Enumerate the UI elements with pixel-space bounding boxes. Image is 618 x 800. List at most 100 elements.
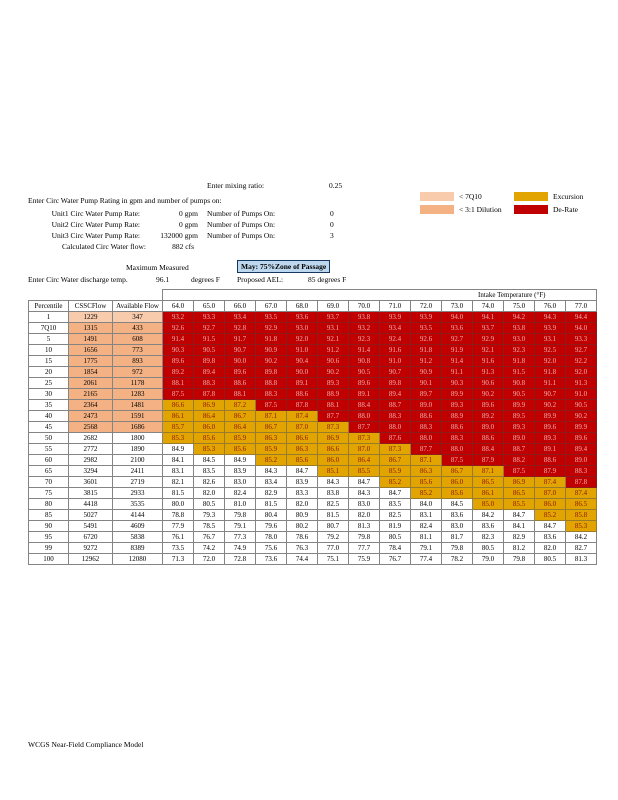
mixed-temp-cell[interactable]: 89.8 [255,366,287,378]
mixed-temp-cell[interactable]: 82.3 [472,531,504,543]
mixed-temp-cell[interactable]: 72.0 [193,553,225,565]
available-flow-cell[interactable]: 2411 [112,465,163,477]
column-header-temp[interactable]: 67.0 [255,300,287,312]
mixed-temp-cell[interactable]: 87.5 [162,388,194,400]
mixed-temp-cell[interactable]: 83.6 [472,520,504,532]
mixed-temp-cell[interactable]: 89.9 [503,399,535,411]
mixed-temp-cell[interactable]: 82.0 [534,542,566,554]
csscflow-cell[interactable]: 9272 [68,542,113,554]
unit2-pumps-value[interactable]: 0 [330,220,334,229]
mixed-temp-cell[interactable]: 81.5 [317,509,349,521]
mixed-temp-cell[interactable]: 82.0 [193,487,225,499]
mixed-temp-cell[interactable]: 74.2 [193,542,225,554]
mixed-temp-cell[interactable]: 88.8 [255,377,287,389]
mixed-temp-cell[interactable]: 90.0 [224,355,256,367]
column-header-temp[interactable]: 70.0 [348,300,380,312]
mixed-temp-cell[interactable]: 86.1 [472,487,504,499]
unit2-rate-value[interactable]: 0 gpm [179,220,198,229]
mixed-temp-cell[interactable]: 89.1 [534,443,566,455]
mixed-temp-cell[interactable]: 92.0 [286,333,318,345]
column-header-csscflow[interactable]: CSSCFlow [68,300,113,312]
mixed-temp-cell[interactable]: 87.8 [565,476,597,488]
mixed-temp-cell[interactable]: 89.0 [472,421,504,433]
column-header-temp[interactable]: 68.0 [286,300,318,312]
available-flow-cell[interactable]: 5838 [112,531,163,543]
percentile-cell[interactable]: 100 [28,553,69,565]
mixed-temp-cell[interactable]: 93.8 [503,322,535,334]
mixed-temp-cell[interactable]: 91.6 [379,344,411,356]
mixed-temp-cell[interactable]: 83.9 [224,465,256,477]
mixed-temp-cell[interactable]: 85.6 [286,454,318,466]
mixed-temp-cell[interactable]: 92.4 [379,333,411,345]
mixed-temp-cell[interactable]: 82.9 [503,531,535,543]
mixed-temp-cell[interactable]: 90.8 [348,355,380,367]
mixed-temp-cell[interactable]: 82.5 [317,498,349,510]
mixed-temp-cell[interactable]: 89.1 [286,377,318,389]
mixed-temp-cell[interactable]: 90.5 [503,388,535,400]
mixed-temp-cell[interactable]: 86.0 [317,454,349,466]
mixed-temp-cell[interactable]: 86.7 [441,465,473,477]
mixed-temp-cell[interactable]: 93.9 [534,322,566,334]
mixed-temp-cell[interactable]: 91.9 [441,344,473,356]
mixed-temp-cell[interactable]: 83.8 [317,487,349,499]
mixed-temp-cell[interactable]: 87.4 [565,487,597,499]
mixed-temp-cell[interactable]: 84.5 [441,498,473,510]
mixed-temp-cell[interactable]: 88.1 [317,399,349,411]
mixed-temp-cell[interactable]: 85.5 [503,498,535,510]
mixed-temp-cell[interactable]: 92.9 [472,333,504,345]
mixed-temp-cell[interactable]: 78.6 [286,531,318,543]
mixed-temp-cell[interactable]: 90.9 [255,344,287,356]
csscflow-cell[interactable]: 1656 [68,344,113,356]
mixed-temp-cell[interactable]: 75.6 [255,542,287,554]
mixed-temp-cell[interactable]: 73.6 [255,553,287,565]
mixed-temp-cell[interactable]: 89.0 [503,432,535,444]
mixed-temp-cell[interactable]: 93.3 [193,311,225,323]
mixed-temp-cell[interactable]: 92.1 [317,333,349,345]
mixed-temp-cell[interactable]: 93.6 [286,311,318,323]
discharge-temp-value[interactable]: 96.1 [156,275,170,284]
mixed-temp-cell[interactable]: 85.6 [441,487,473,499]
mixed-temp-cell[interactable]: 90.5 [348,366,380,378]
mixed-temp-cell[interactable]: 84.0 [410,498,442,510]
mixed-temp-cell[interactable]: 81.5 [162,487,194,499]
mixed-temp-cell[interactable]: 86.9 [193,399,225,411]
mixed-temp-cell[interactable]: 90.5 [565,399,597,411]
mixed-temp-cell[interactable]: 85.9 [224,432,256,444]
csscflow-cell[interactable]: 2364 [68,399,113,411]
mixed-temp-cell[interactable]: 85.3 [565,520,597,532]
mixed-temp-cell[interactable]: 91.0 [286,344,318,356]
percentile-cell[interactable]: 99 [28,542,69,554]
mixed-temp-cell[interactable]: 92.6 [162,322,194,334]
csscflow-cell[interactable]: 2473 [68,410,113,422]
mixed-temp-cell[interactable]: 86.6 [317,443,349,455]
percentile-cell[interactable]: 40 [28,410,69,422]
available-flow-cell[interactable]: 1481 [112,399,163,411]
available-flow-cell[interactable]: 2933 [112,487,163,499]
mixed-temp-cell[interactable]: 83.0 [348,498,380,510]
mixed-temp-cell[interactable]: 86.7 [379,454,411,466]
mixed-temp-cell[interactable]: 91.6 [472,355,504,367]
mixed-temp-cell[interactable]: 86.5 [472,476,504,488]
mixed-temp-cell[interactable]: 84.9 [162,443,194,455]
mixed-temp-cell[interactable]: 79.3 [193,509,225,521]
column-header-temp[interactable]: 65.0 [193,300,225,312]
mixed-temp-cell[interactable]: 87.9 [534,465,566,477]
mixed-temp-cell[interactable]: 86.6 [286,432,318,444]
mixed-temp-cell[interactable]: 88.1 [224,388,256,400]
mixed-temp-cell[interactable]: 80.7 [317,520,349,532]
available-flow-cell[interactable]: 2100 [112,454,163,466]
mixed-temp-cell[interactable]: 74.9 [224,542,256,554]
percentile-cell[interactable]: 20 [28,366,69,378]
mixed-temp-cell[interactable]: 90.2 [255,355,287,367]
mixed-temp-cell[interactable]: 82.7 [565,542,597,554]
mixed-temp-cell[interactable]: 85.0 [472,498,504,510]
mixed-temp-cell[interactable]: 76.3 [286,542,318,554]
mixed-temp-cell[interactable]: 80.5 [534,553,566,565]
available-flow-cell[interactable]: 4609 [112,520,163,532]
csscflow-cell[interactable]: 2982 [68,454,113,466]
mixed-temp-cell[interactable]: 88.7 [503,443,535,455]
mixed-temp-cell[interactable]: 82.0 [286,498,318,510]
mixed-temp-cell[interactable]: 92.3 [503,344,535,356]
mixed-temp-cell[interactable]: 85.2 [534,509,566,521]
mixed-temp-cell[interactable]: 84.2 [565,531,597,543]
